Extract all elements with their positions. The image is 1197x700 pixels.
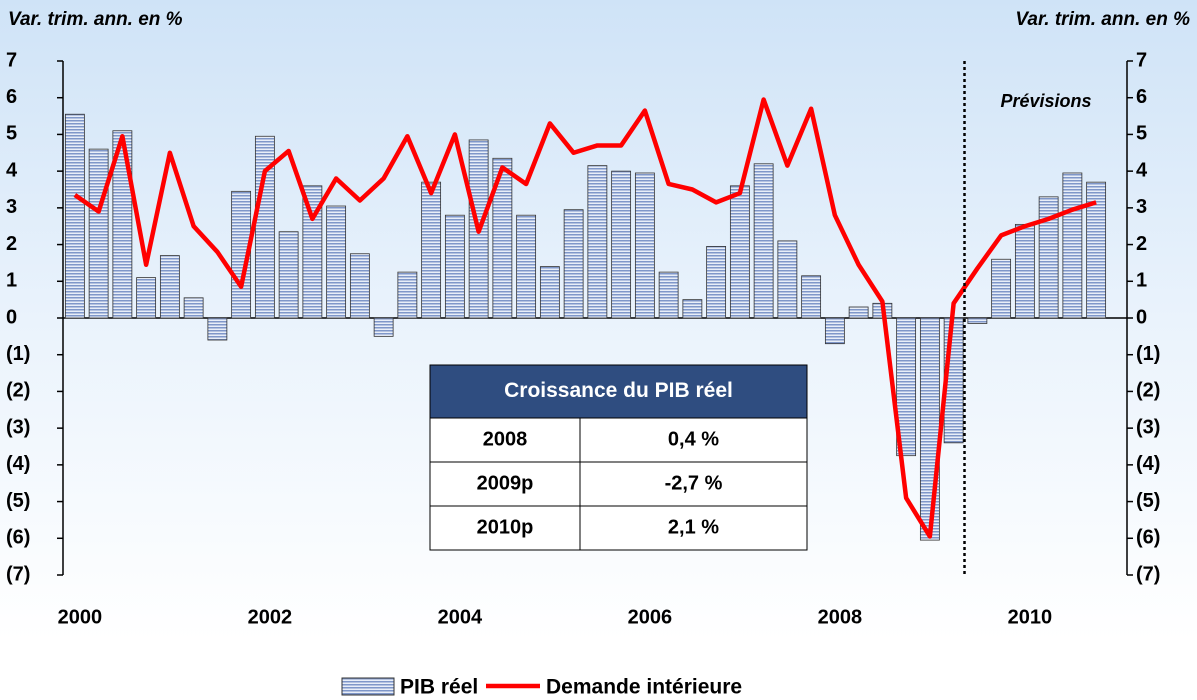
x-tick-label: 2004 [438, 606, 483, 628]
y-tick-label: (7) [6, 563, 30, 585]
bar [326, 205, 347, 319]
x-tick-label: 2000 [58, 606, 103, 628]
y2-tick-label: (4) [1136, 453, 1160, 475]
bar [634, 172, 655, 319]
bar [539, 266, 560, 319]
bar [444, 214, 465, 319]
table-cell: 2009p [477, 472, 534, 494]
bar [64, 113, 85, 319]
table-header-bg [429, 364, 808, 419]
bar [587, 165, 608, 319]
y-tick-label: (4) [6, 453, 30, 475]
bar [991, 258, 1012, 319]
y2-tick-label: (3) [1136, 416, 1160, 438]
y-tick-label: (6) [6, 527, 30, 549]
bar [1062, 172, 1083, 319]
bar [183, 297, 204, 319]
bar [159, 255, 180, 319]
bar [112, 130, 133, 319]
y2-tick-label: (6) [1136, 527, 1160, 549]
y2-tick-label: 1 [1136, 270, 1147, 292]
bar [136, 277, 157, 319]
y2-tick-label: 0 [1136, 306, 1147, 328]
y2-tick-label: 7 [1136, 49, 1147, 71]
annotation: Prévisions [1000, 91, 1091, 111]
bar [753, 163, 774, 319]
y2-tick-label: 2 [1136, 233, 1147, 255]
y-tick-label: (1) [6, 343, 30, 365]
y2-tick-label: (7) [1136, 563, 1160, 585]
table-row [429, 461, 808, 507]
bar [207, 317, 228, 341]
table-cell: 2010p [477, 516, 534, 538]
x-tick-label: 2008 [818, 606, 863, 628]
table-row [429, 505, 808, 551]
bar [278, 231, 299, 319]
y-tick-label: (2) [6, 380, 30, 402]
bar [1038, 196, 1059, 319]
y-tick-label: (5) [6, 490, 30, 512]
bar [397, 271, 418, 319]
bar [824, 317, 845, 345]
bar [516, 214, 537, 319]
table-cell: 2008 [483, 428, 528, 450]
table-cell: 2,1 % [668, 516, 719, 538]
y-tick-label: 7 [6, 49, 17, 71]
bar [919, 317, 940, 541]
y-tick-label: 3 [6, 196, 17, 218]
y-tick-label: (3) [6, 416, 30, 438]
bar [1086, 181, 1107, 319]
table-cell: 0,4 % [668, 428, 719, 450]
bar [1014, 223, 1035, 319]
table-cell: -2,7 % [665, 472, 723, 494]
bar [967, 317, 988, 324]
y2-tick-label: 5 [1136, 123, 1147, 145]
legend-swatch [341, 677, 395, 696]
bar [682, 299, 703, 319]
y2-axis-title: Var. trim. ann. en % [1015, 9, 1190, 30]
line [73, 97, 1097, 539]
x-tick-label: 2002 [248, 606, 293, 628]
y2-tick-label: (5) [1136, 490, 1160, 512]
y-tick-label: 2 [6, 233, 17, 255]
x-tick-label: 2006 [628, 606, 673, 628]
bar [563, 209, 584, 319]
bar [706, 246, 727, 319]
bar [88, 148, 109, 319]
legend-label: PIB réel [400, 676, 478, 699]
bar [611, 170, 632, 319]
bar [373, 317, 394, 337]
bar [777, 240, 798, 319]
legend-label: Demande intérieure [546, 676, 742, 699]
table-title: Croissance du PIB réel [504, 379, 733, 402]
y2-tick-label: (1) [1136, 343, 1160, 365]
y-tick-label: 1 [6, 270, 17, 292]
bar [658, 271, 679, 319]
bar [848, 306, 869, 319]
y2-tick-label: 4 [1136, 159, 1148, 181]
y-axis-title: Var. trim. ann. en % [8, 9, 183, 30]
bar [349, 253, 370, 319]
bar [729, 185, 750, 319]
x-tick-label: 2010 [1008, 606, 1053, 628]
table-row [429, 417, 808, 463]
bar [231, 190, 252, 319]
y2-tick-label: 6 [1136, 86, 1147, 108]
bar [896, 317, 917, 457]
y-tick-label: 4 [6, 159, 18, 181]
bar [302, 185, 323, 319]
y-tick-label: 0 [6, 306, 17, 328]
y-tick-label: 6 [6, 86, 17, 108]
bar [492, 157, 513, 319]
bar [421, 181, 442, 319]
y2-tick-label: (2) [1136, 380, 1160, 402]
y2-tick-label: 3 [1136, 196, 1147, 218]
bar [801, 275, 822, 319]
y-tick-label: 5 [6, 123, 17, 145]
